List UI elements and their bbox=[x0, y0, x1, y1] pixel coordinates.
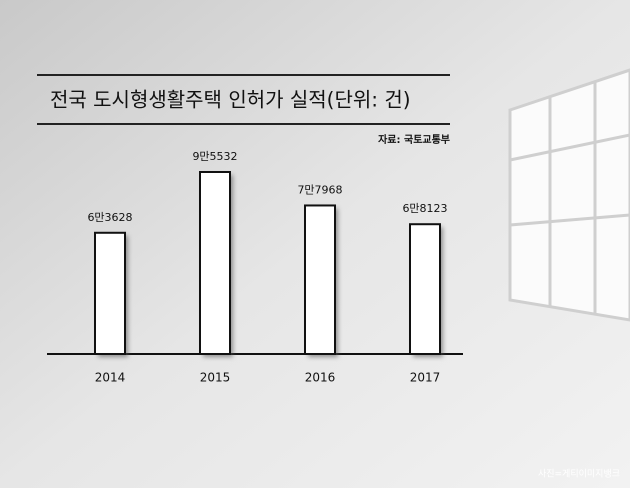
window bbox=[508, 68, 630, 322]
chart-title: 전국 도시형생활주택 인허가 실적(단위: 건) bbox=[50, 88, 411, 112]
value-label: 6만8123 bbox=[402, 202, 447, 215]
value-label: 6만3628 bbox=[87, 211, 132, 224]
bar bbox=[199, 171, 231, 355]
value-label: 9만5532 bbox=[192, 150, 237, 163]
x-tick-label: 2016 bbox=[305, 371, 336, 385]
bar bbox=[304, 204, 336, 355]
x-tick-label: 2015 bbox=[200, 371, 231, 385]
x-tick-label: 2014 bbox=[95, 371, 126, 385]
bar bbox=[409, 223, 441, 355]
credit: 사진=게티이미지뱅크 bbox=[538, 469, 620, 480]
x-tick-label: 2017 bbox=[410, 371, 441, 385]
bar bbox=[94, 231, 126, 355]
source: 자료: 국토교통부 bbox=[378, 133, 450, 146]
value-label: 7만7968 bbox=[297, 183, 342, 196]
